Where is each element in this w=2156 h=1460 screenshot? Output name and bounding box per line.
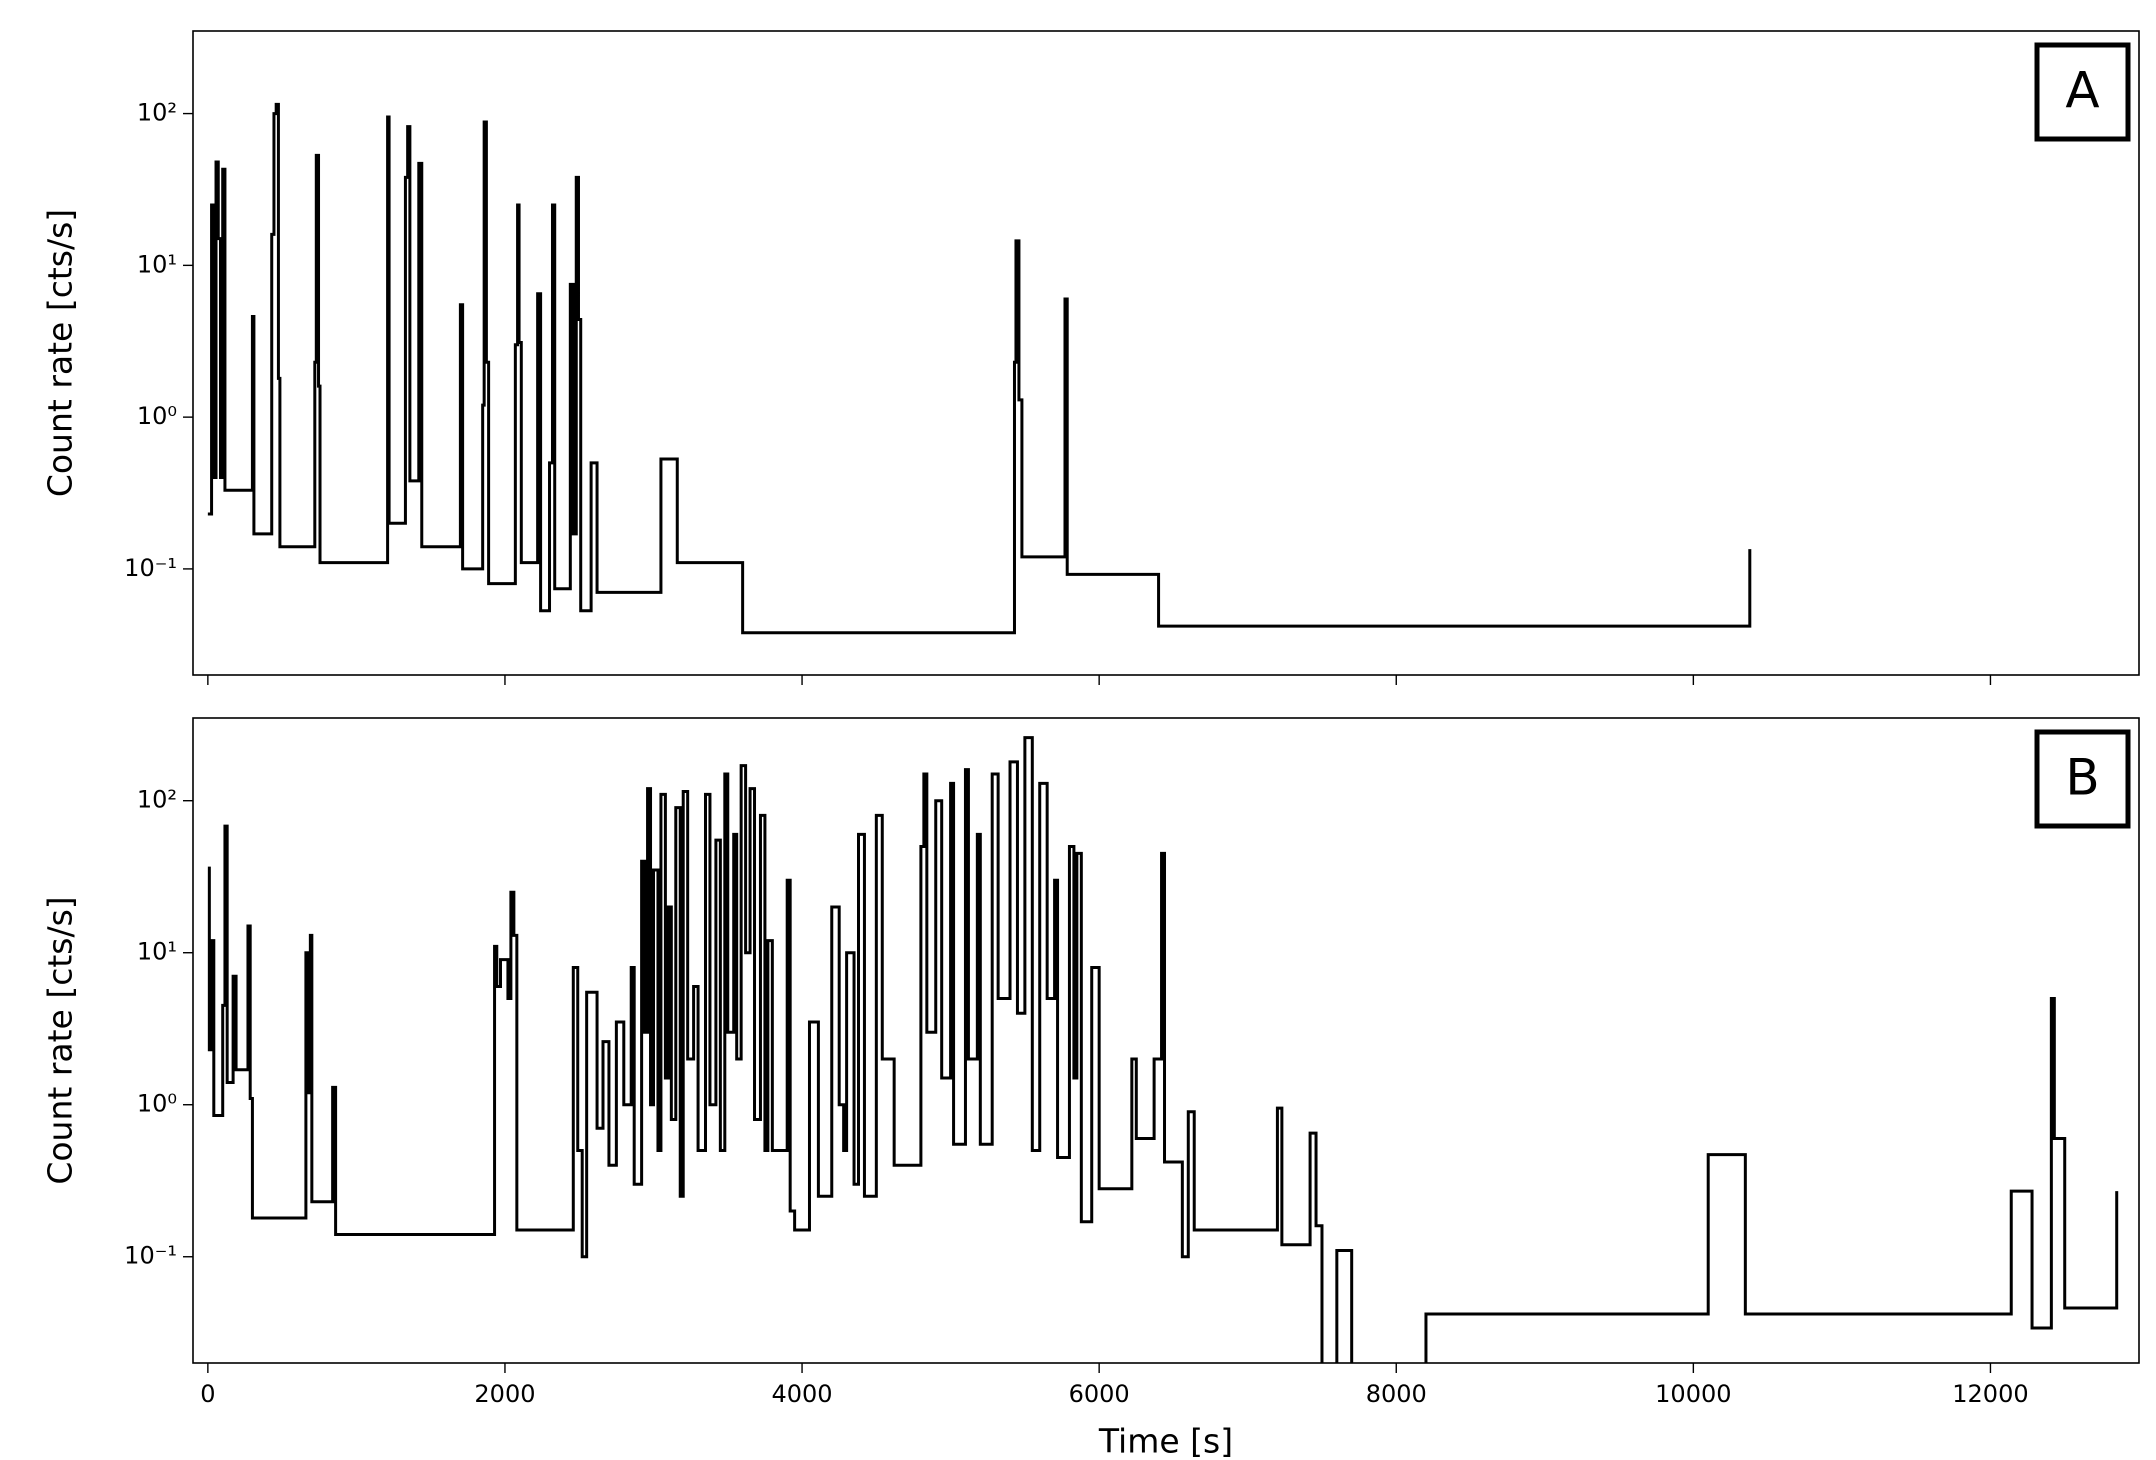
step-line — [207, 736, 2119, 1363]
x-tick-label: 8000 — [1366, 1380, 1427, 1408]
y-axis-label: Count rate [cts/s] — [41, 896, 80, 1184]
y-tick-label: 10² — [137, 786, 177, 814]
plot-frame — [192, 30, 2140, 676]
y-tick-label: 10¹ — [137, 938, 177, 966]
y-tick-label: 10² — [137, 99, 177, 127]
y-tick-label: 10⁻¹ — [124, 1242, 177, 1270]
panel-label: B — [2065, 749, 2099, 807]
plot-frame — [192, 717, 2140, 1364]
y-tick-label: 10⁰ — [137, 402, 177, 430]
step-line — [207, 102, 1752, 635]
y-tick-label: 10⁰ — [137, 1090, 177, 1118]
panel-label: A — [2065, 62, 2099, 120]
x-tick-label: 2000 — [474, 1380, 535, 1408]
x-tick-label: 6000 — [1069, 1380, 1130, 1408]
y-axis-label: Count rate [cts/s] — [41, 209, 80, 497]
x-axis-label: Time [s] — [1098, 1422, 1233, 1460]
y-tick-label: 10⁻¹ — [124, 554, 177, 582]
x-tick-label: 10000 — [1655, 1380, 1731, 1408]
y-tick-label: 10¹ — [137, 250, 177, 278]
panel-label-box — [2034, 729, 2131, 829]
x-tick-label: 0 — [200, 1380, 215, 1408]
x-tick-label: 12000 — [1952, 1380, 2028, 1408]
x-tick-label: 4000 — [772, 1380, 833, 1408]
panel-label-box — [2034, 42, 2131, 142]
